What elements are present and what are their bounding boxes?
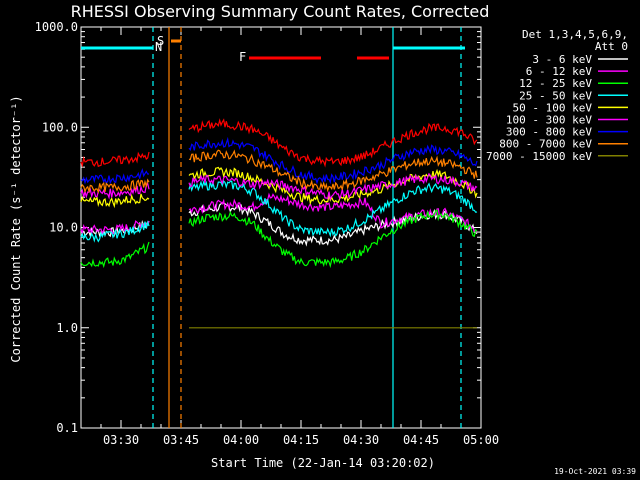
legend-entry-label: 300 - 800 keV bbox=[506, 126, 592, 139]
flag-label: S bbox=[157, 34, 164, 48]
x-ticks: 03:30 03:45 04:00 04:15 04:30 04:45 05:00 bbox=[80, 27, 499, 447]
interval-lines bbox=[152, 27, 462, 428]
y-tick-label: 100.0 bbox=[42, 120, 78, 134]
y-ticks: 1000.0 100.0 10.0 1.0 0.1 bbox=[35, 20, 481, 435]
y-tick-label: 0.1 bbox=[56, 421, 78, 435]
legend-entry-label: 100 - 300 keV bbox=[506, 114, 592, 127]
series-lines bbox=[80, 118, 478, 329]
x-tick-label: 04:00 bbox=[223, 433, 259, 447]
series-line bbox=[188, 179, 478, 238]
series-line bbox=[188, 118, 478, 168]
flag-label: F bbox=[239, 50, 246, 64]
series-line bbox=[80, 151, 150, 168]
flag-bars: SN F bbox=[81, 34, 465, 64]
y-tick-label: 1000.0 bbox=[35, 20, 78, 34]
x-tick-label: 04:45 bbox=[403, 433, 439, 447]
legend-entry-label: 25 - 50 keV bbox=[519, 89, 592, 102]
x-tick-label: 03:30 bbox=[103, 433, 139, 447]
generation-timestamp: 19-Oct-2021 03:39 bbox=[554, 467, 636, 476]
legend-header-line2: Att 0 bbox=[595, 40, 628, 53]
x-axis-label: Start Time (22-Jan-14 03:20:02) bbox=[211, 456, 435, 470]
y-tick-label: 10.0 bbox=[49, 221, 78, 235]
legend-entry-label: 50 - 100 keV bbox=[513, 101, 593, 114]
series-line bbox=[188, 202, 478, 247]
x-tick-label: 04:30 bbox=[343, 433, 379, 447]
flag-label: N bbox=[155, 40, 162, 54]
legend-header-line1: Det 1,3,4,5,6,9, bbox=[522, 28, 628, 41]
series-line bbox=[80, 193, 150, 209]
legend-entry-label: 800 - 7000 keV bbox=[499, 138, 592, 151]
y-tick-label: 1.0 bbox=[56, 321, 78, 335]
series-line bbox=[80, 167, 149, 185]
legend-entry-label: 6 - 12 keV bbox=[526, 65, 593, 78]
x-tick-label: 05:00 bbox=[463, 433, 499, 447]
series-line bbox=[188, 172, 478, 202]
chart-title: RHESSI Observing Summary Count Rates, Co… bbox=[71, 2, 490, 21]
series-line bbox=[188, 209, 478, 269]
series-line bbox=[80, 220, 150, 243]
series-line bbox=[80, 182, 150, 200]
legend-entry-label: 3 - 6 keV bbox=[532, 53, 592, 66]
legend-entry-label: 12 - 25 keV bbox=[519, 77, 592, 90]
series-line bbox=[188, 149, 478, 193]
series-line bbox=[80, 241, 150, 269]
x-tick-label: 03:45 bbox=[163, 433, 199, 447]
y-axis-label: Corrected Count Rate (s⁻¹ detector⁻¹) bbox=[9, 95, 23, 362]
legend-entry-label: 7000 - 15000 keV bbox=[486, 150, 592, 163]
series-line bbox=[80, 178, 150, 194]
series-line bbox=[188, 136, 478, 185]
x-tick-label: 04:15 bbox=[283, 433, 319, 447]
